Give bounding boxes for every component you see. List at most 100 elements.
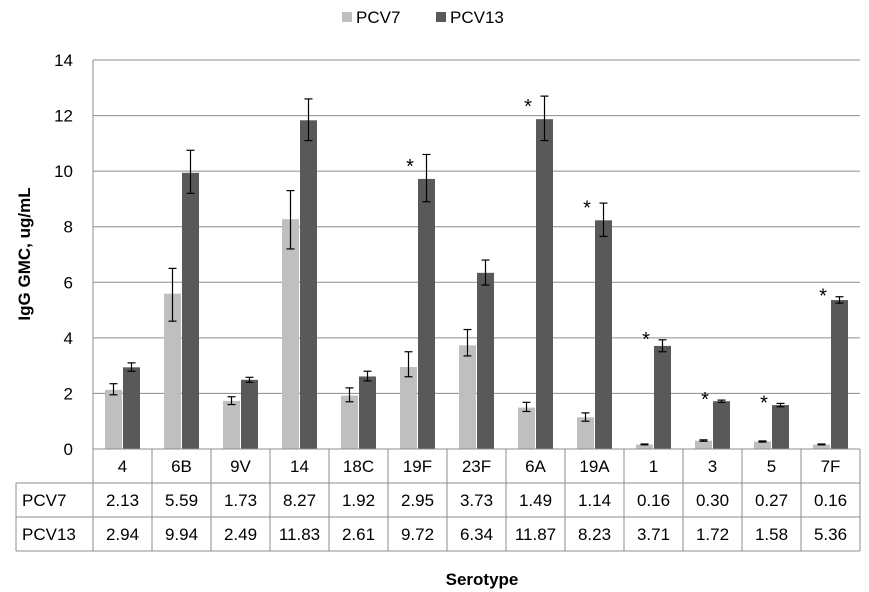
error-bars [109,95,844,446]
bar-pcv7-23f [459,345,476,449]
bar-pcv13-3 [713,401,730,449]
x-tick-label: 18C [343,457,374,476]
legend-swatch [342,12,352,22]
error-bar-pcv7-5 [758,440,767,443]
bar-pcv7-1 [636,444,653,449]
y-axis-ticks: 0 2 4 6 8 10 12 14 [54,51,73,459]
data-label: 0.30 [696,491,729,510]
error-bar-pcv13-9v [245,376,254,383]
data-label: 2.49 [224,525,257,544]
data-label: 9.72 [401,525,434,544]
data-label: 1.72 [696,525,729,544]
significance-star-3: * [701,389,709,411]
bar-pcv7-6b [164,293,181,449]
error-bar-pcv13-7f [835,296,844,304]
table-row-label-pcv13: PCV13 [22,525,76,544]
data-label: 8.27 [283,491,316,510]
bars [105,119,848,450]
legend: PCV7 PCV13 [342,8,504,27]
legend-swatch [436,12,446,22]
error-bar-pcv7-9v [227,396,236,406]
data-label: 2.13 [106,491,139,510]
bar-pcv7-19a [577,417,594,449]
legend-label: PCV13 [450,8,504,27]
error-bar-pcv13-19a [599,202,608,238]
data-label: 1.49 [519,491,552,510]
y-tick-label: 10 [54,162,73,181]
bar-pcv13-19f [418,178,435,449]
data-label: 1.92 [342,491,375,510]
y-tick-label: 14 [54,51,73,70]
bar-pcv7-19f [400,367,417,449]
y-tick-label: 4 [64,329,73,348]
data-label: 5.59 [165,491,198,510]
data-label: 11.87 [515,525,556,544]
data-label: 0.16 [637,491,670,510]
error-bar-pcv13-6b [186,149,195,194]
data-label: 0.27 [755,491,788,510]
data-label: 5.36 [814,525,847,544]
significance-markers: * * * * * * * [406,96,827,414]
bar-pcv7-3 [695,440,712,449]
data-label: 2.95 [401,491,434,510]
x-tick-label: 6A [525,457,546,476]
bar-pcv13-7f [831,300,848,449]
error-bar-pcv13-5 [776,402,785,408]
bar-pcv13-18c [359,376,376,449]
data-label: 2.61 [342,525,375,544]
error-bar-pcv13-23f [481,259,490,286]
legend-item-pcv7: PCV7 [342,8,400,27]
error-bar-pcv13-3 [717,399,726,403]
error-bar-pcv7-6b [168,267,177,322]
x-axis-title: Serotype [446,570,519,589]
error-bar-pcv13-14 [304,98,313,142]
bar-pcv13-5 [772,405,789,449]
bar-pcv7-6a [518,407,535,449]
data-label: 0.16 [814,491,847,510]
error-bar-pcv7-6a [522,401,531,413]
significance-star-19f: * [406,156,414,178]
data-label: 2.94 [106,525,139,544]
x-tick-label: 19A [579,457,610,476]
data-label: 3.73 [460,491,493,510]
error-bar-pcv7-14 [286,189,295,250]
bar-pcv13-1 [654,345,671,449]
bar-pcv7-5 [754,441,771,449]
legend-label: PCV7 [356,8,400,27]
data-label: 1.14 [578,491,611,510]
x-tick-label: 5 [767,457,776,476]
bar-pcv13-9v [241,379,258,449]
y-tick-label: 6 [64,273,73,292]
error-bar-pcv13-6a [540,95,549,142]
bar-pcv13-4 [123,367,140,449]
bar-pcv7-7f [813,444,830,449]
error-bar-pcv7-1 [640,443,649,446]
gridlines [92,59,860,450]
bar-pcv13-19a [595,220,612,449]
data-label: 9.94 [165,525,198,544]
y-tick-label: 0 [64,440,73,459]
error-bar-pcv13-19f [422,153,431,203]
error-bar-pcv7-19f [404,351,413,378]
x-tick-label: 23F [462,457,491,476]
data-table: 4 6B 9V 14 18C 19F 23F 6A 19A 1 3 5 7F PCV7 2.13 5.59 1.… [15,448,861,552]
significance-star-6a: * [524,96,532,118]
error-bar-pcv7-4 [109,383,118,396]
x-tick-label: 9V [230,457,251,476]
x-tick-label: 14 [290,457,309,476]
significance-star-7f: * [819,286,827,308]
x-tick-label: 1 [649,457,658,476]
significance-star-5: * [760,392,768,414]
x-tick-label: 19F [403,457,432,476]
error-bar-pcv13-4 [127,362,136,372]
bar-pcv13-6a [536,119,553,450]
error-bar-pcv7-23f [463,328,472,357]
x-tick-label: 6B [171,457,192,476]
error-bar-pcv7-18c [345,387,354,403]
data-label: 8.23 [578,525,611,544]
bar-pcv13-6b [182,172,199,449]
data-label: 3.71 [637,525,670,544]
error-bar-pcv7-19a [581,412,590,422]
y-tick-label: 2 [64,384,73,403]
